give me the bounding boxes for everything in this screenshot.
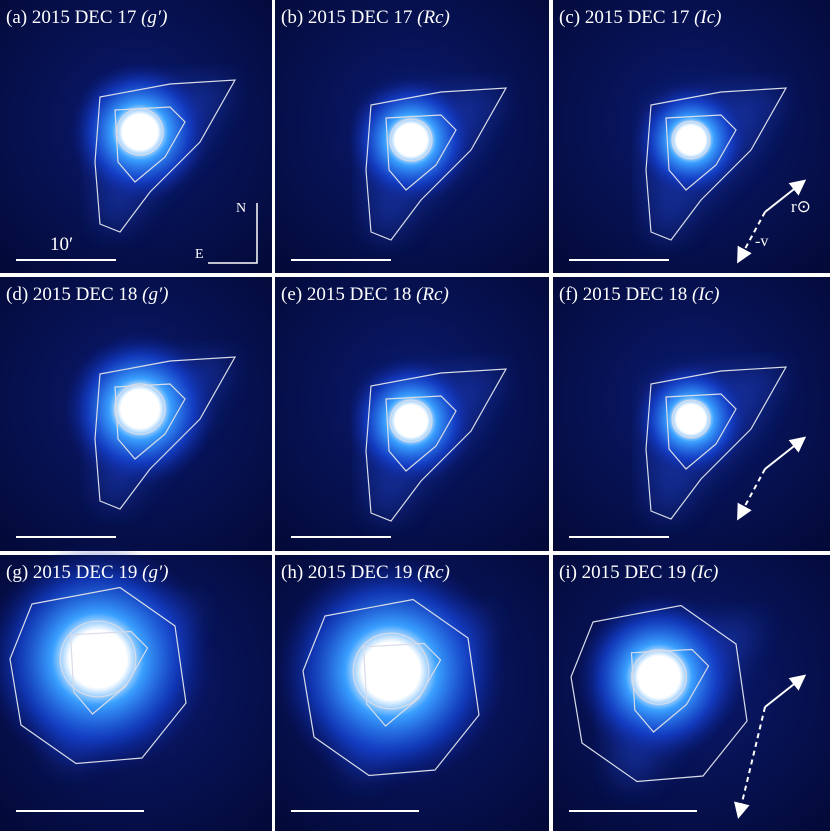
panel: (d) 2015 DEC 18 (g′) [0,277,272,551]
nucleus-contour [671,120,711,160]
panel-filter: (g′) [141,7,167,28]
velocity-arrow [734,706,766,819]
panel-filter: (Rc) [417,562,450,583]
scale-label: 10′ [50,234,73,255]
coma-glow [275,555,507,787]
panel-date: (d) 2015 DEC 18 [6,284,137,305]
panel: (f) 2015 DEC 18 (Ic) [553,277,830,551]
inner-contour [385,395,457,472]
panel-filter: (Ic) [694,7,721,28]
nucleus-contour [389,118,433,162]
coma-glow [347,357,475,485]
panel-date: (f) 2015 DEC 18 [559,284,687,305]
outer-contour [645,366,788,520]
panel: (h) 2015 DEC 19 (Rc) [275,555,549,831]
sun-arrow [764,674,807,708]
outer-contour [9,586,187,765]
inner-contour [114,106,186,183]
coma-glow [633,361,749,477]
nucleus-contour [352,632,430,710]
compass-east: E [195,247,204,262]
panel-filter: (Rc) [417,7,450,28]
coma-glow [633,82,749,198]
outer-contour [365,368,508,522]
nucleus-contour [389,399,433,443]
inner-contour [69,630,149,715]
panel-date: (c) 2015 DEC 17 [559,7,689,28]
panel-date: (e) 2015 DEC 18 [281,284,411,305]
sun-arrow [764,179,807,213]
panel: (e) 2015 DEC 18 (Rc) [275,277,549,551]
panel-filter: (Rc) [416,284,449,305]
outer-contour [94,79,237,233]
panel-label: (h) 2015 DEC 19 (Rc) [281,562,450,583]
sun-arrow [764,436,807,470]
coma-glow [575,593,743,761]
coma-glow [63,332,217,486]
panel-label: (c) 2015 DEC 17 (Ic) [559,7,722,28]
panel: (i) 2015 DEC 19 (Ic) [553,555,830,831]
panel-label: (d) 2015 DEC 18 (g′) [6,284,168,305]
outer-contour [570,604,748,783]
velocity-label: -v [755,233,768,250]
panel-date: (i) 2015 DEC 19 [559,562,686,583]
panel-label: (i) 2015 DEC 19 (Ic) [559,562,718,583]
inner-contour [630,648,710,733]
sun-label: r⊙ [791,197,811,216]
panel: (c) 2015 DEC 17 (Ic) r⊙ -v [553,0,830,273]
nucleus-contour [671,399,711,439]
velocity-arrow [737,468,766,521]
velocity-arrow [737,211,766,264]
outer-contour [302,598,480,777]
inner-contour [114,383,186,460]
nucleus-contour [114,383,166,435]
outer-contour [94,356,237,510]
panel-filter: (Ic) [691,562,718,583]
coma-glow [0,543,214,775]
outer-contour [645,87,788,241]
panel-filter: (Ic) [692,284,719,305]
panel-label: (b) 2015 DEC 17 (Rc) [281,7,450,28]
panel-label: (f) 2015 DEC 18 (Ic) [559,284,719,305]
nucleus-contour [59,620,137,698]
panel: (g) 2015 DEC 19 (g′) [0,543,272,831]
panel: (a) 2015 DEC 17 (g′) 10′ N E [0,0,272,273]
panel-date: (a) 2015 DEC 17 [6,7,136,28]
panel-filter: (g′) [142,562,168,583]
inner-contour [665,114,737,191]
outer-contour [365,87,508,241]
nucleus-contour [631,649,687,705]
panel-date: (g) 2015 DEC 19 [6,562,137,583]
panel-label: (g) 2015 DEC 19 (g′) [6,562,168,583]
compass-north: N [236,201,246,216]
panel-filter: (g′) [142,284,168,305]
inner-contour [385,114,457,191]
compass [208,203,258,264]
panel-date: (b) 2015 DEC 17 [281,7,412,28]
panel-date: (h) 2015 DEC 19 [281,562,412,583]
panel: (b) 2015 DEC 17 (Rc) [275,0,549,273]
nucleus-contour [116,108,164,156]
coma-glow [347,76,475,204]
inner-contour [362,642,442,727]
panel-label: (e) 2015 DEC 18 (Rc) [281,284,449,305]
inner-contour [665,393,737,470]
panel-label: (a) 2015 DEC 17 (g′) [6,7,167,28]
